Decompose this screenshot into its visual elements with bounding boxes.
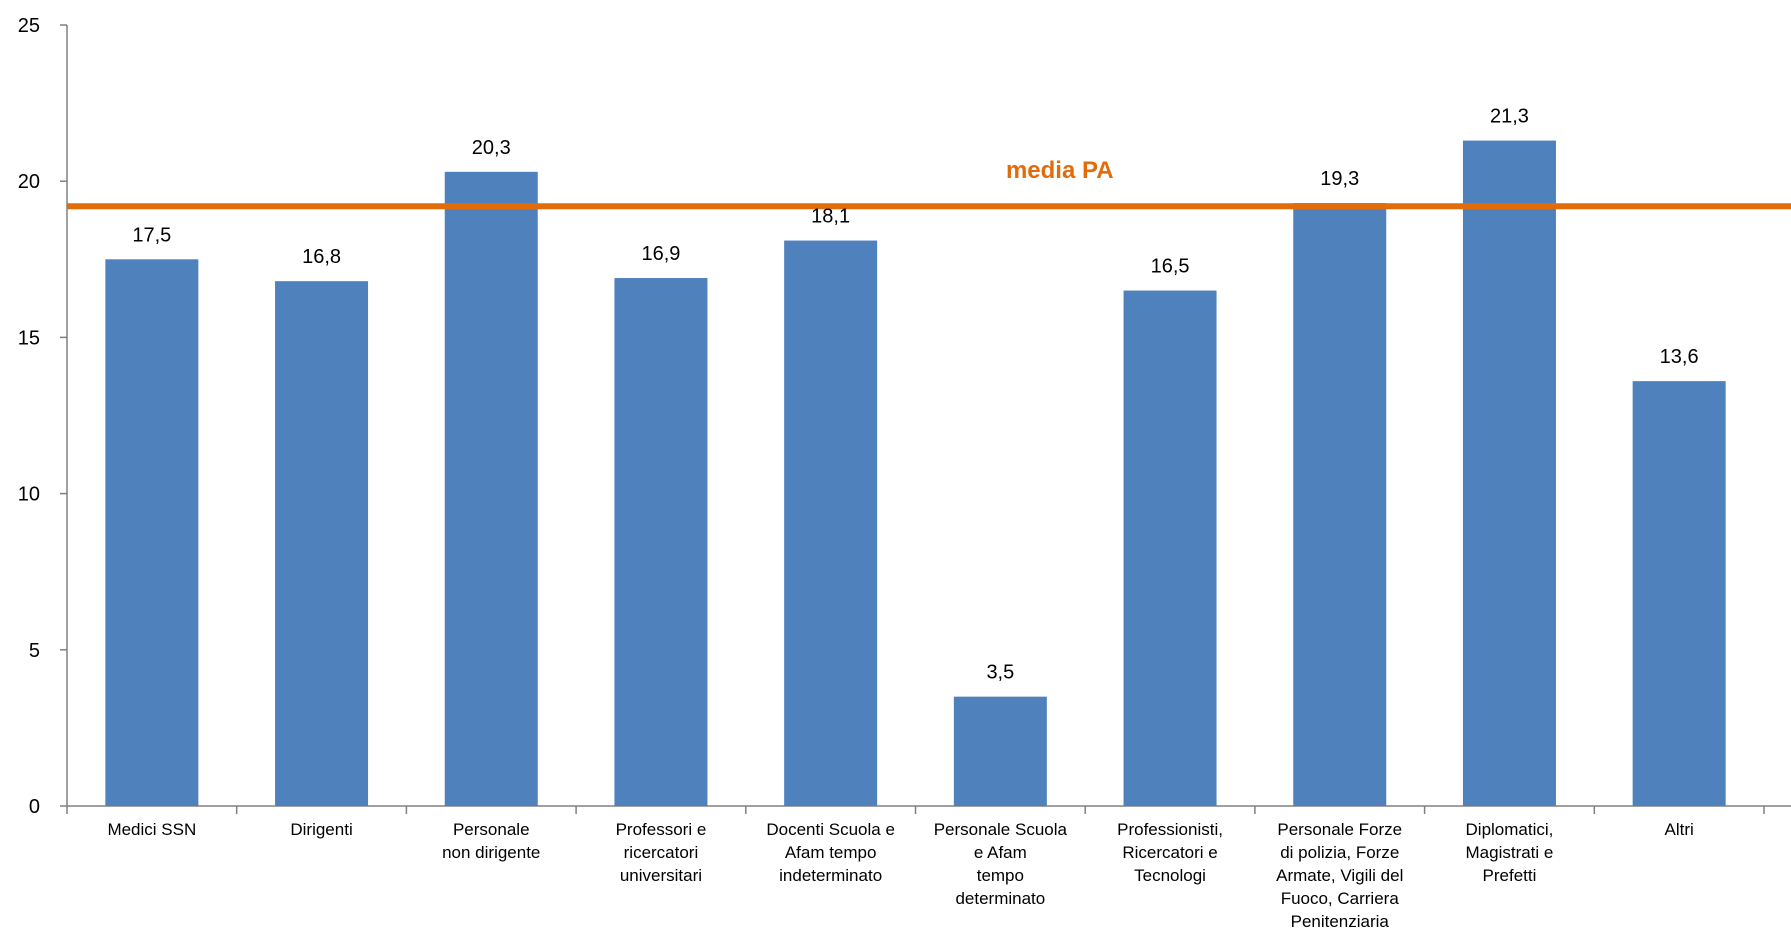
y-tick-label: 10: [18, 484, 40, 506]
data-label: 21,3: [1490, 106, 1529, 128]
category-label: Dirigenti: [290, 820, 352, 839]
data-label: 17,5: [132, 224, 171, 246]
category-label-line: tempo: [977, 866, 1024, 885]
category-label-line: Afam tempo: [785, 843, 877, 862]
category-label-line: di polizia, Forze: [1280, 843, 1399, 862]
category-label: Diplomatici, Magistrati e Prefetti: [1466, 820, 1554, 885]
bar[interactable]: [784, 240, 878, 806]
bar[interactable]: [1632, 381, 1726, 806]
category-label-line: Diplomatici,: [1466, 820, 1554, 839]
category-label-line: Professori e: [616, 820, 707, 839]
category-label-line: e Afam: [974, 843, 1027, 862]
data-label: 19,3: [1320, 168, 1359, 190]
category-label-line: Altri: [1665, 820, 1694, 839]
category-label-line: universitari: [620, 866, 702, 885]
category-label-line: Armate, Vigili del: [1276, 866, 1403, 885]
category-label-line: Ricercatori e: [1122, 843, 1217, 862]
category-label-line: Docenti Scuola e: [766, 820, 895, 839]
data-label: 16,9: [641, 243, 680, 265]
category-label: Personale Scuola e Afam tempo determinato: [934, 820, 1068, 908]
media-pa-label: media PA: [1006, 157, 1114, 184]
bar[interactable]: [275, 281, 369, 807]
y-tick-label: 25: [18, 15, 40, 37]
category-label-line: non dirigente: [442, 843, 540, 862]
bar[interactable]: [614, 278, 708, 806]
data-label: 16,5: [1151, 256, 1190, 278]
category-label-line: Personale: [453, 820, 530, 839]
bar[interactable]: [953, 696, 1047, 806]
category-label-line: Fuoco, Carriera: [1281, 889, 1400, 908]
data-label: 20,3: [472, 137, 511, 159]
category-label-line: Dirigenti: [290, 820, 352, 839]
category-label-line: Medici SSN: [107, 820, 196, 839]
data-label: 16,8: [302, 246, 341, 268]
bar[interactable]: [1293, 203, 1387, 806]
category-label-line: determinato: [955, 889, 1045, 908]
category-label-line: Magistrati e: [1466, 843, 1554, 862]
category-label: Docenti Scuola e Afam tempo indeterminato: [766, 820, 895, 885]
data-label: 3,5: [986, 662, 1014, 684]
category-label: Personale Forze di polizia, Forze Armate, …: [1276, 820, 1403, 930]
data-label: 18,1: [811, 206, 850, 228]
y-tick-label: 15: [18, 327, 40, 349]
category-label-line: Personale Scuola: [934, 820, 1068, 839]
category-label: Personale non dirigente: [442, 820, 540, 862]
y-tick-label: 0: [29, 796, 40, 818]
category-label-line: Penitenziaria: [1291, 912, 1390, 930]
bar[interactable]: [1123, 290, 1217, 806]
bar[interactable]: [105, 259, 199, 806]
category-label-line: Prefetti: [1483, 866, 1537, 885]
category-label-line: Tecnologi: [1134, 866, 1206, 885]
y-tick-label: 20: [18, 171, 40, 193]
category-label: Professori e ricercatori universitari: [616, 820, 707, 885]
y-tick-label: 5: [29, 640, 40, 662]
category-label: Altri: [1665, 820, 1694, 839]
bar[interactable]: [444, 171, 538, 806]
data-label: 13,6: [1660, 346, 1699, 368]
category-label: Professionisti, Ricercatori e Tecnologi: [1117, 820, 1223, 885]
category-label: Medici SSN: [107, 820, 196, 839]
category-label-line: Professionisti,: [1117, 820, 1223, 839]
category-label-line: ricercatori: [624, 843, 699, 862]
category-label-line: indeterminato: [779, 866, 882, 885]
bar[interactable]: [1462, 140, 1556, 806]
category-label-line: Personale Forze: [1277, 820, 1402, 839]
